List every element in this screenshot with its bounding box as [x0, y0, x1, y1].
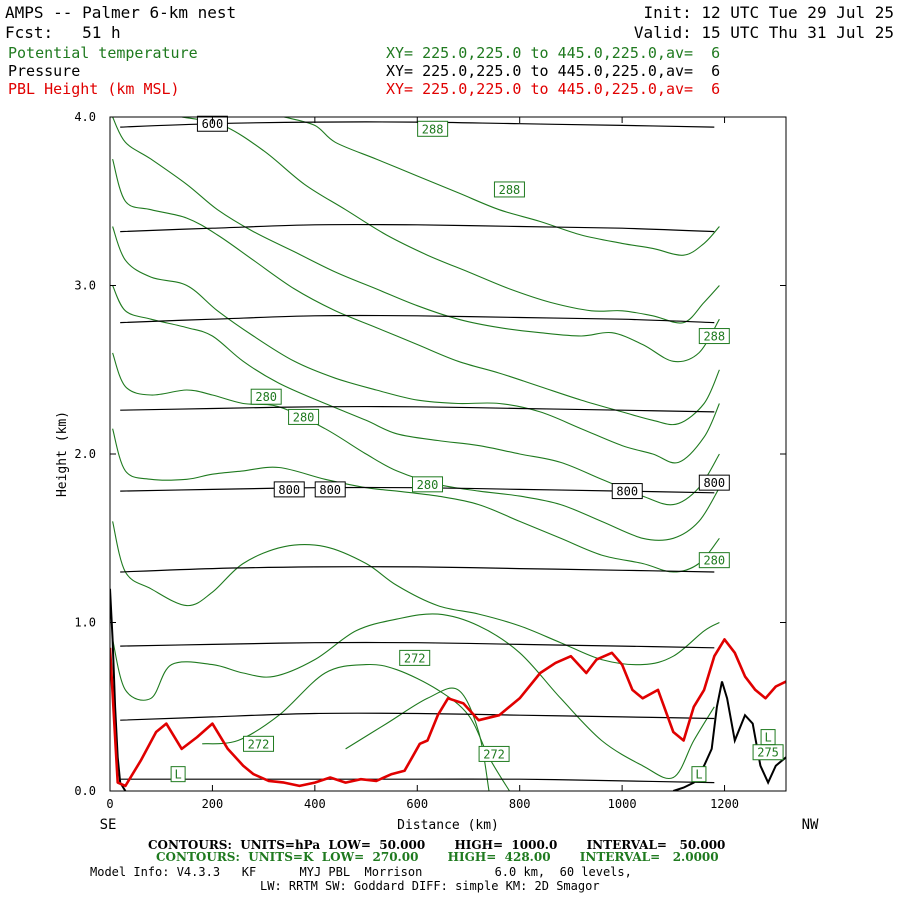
direction-se-label: SE — [100, 817, 117, 833]
theta-label-5: 280 — [417, 478, 439, 492]
theta-label-1-box — [493, 181, 525, 198]
y-axis-label: Height (km) — [55, 411, 70, 497]
footer-model-info: Model Info: V4.3.3 KF MYJ PBL Morrison 6… — [90, 865, 632, 879]
pressure-label-2: 800 — [319, 483, 341, 497]
theta-label-4: 280 — [293, 410, 315, 424]
theta-label-0: 288 — [422, 122, 444, 136]
y-tick-label-0: 0.0 — [74, 784, 96, 798]
pressure-contour-800 — [120, 566, 715, 573]
y-tick-label-2: 2.0 — [74, 447, 96, 461]
theta-label-0-box — [417, 120, 449, 137]
pressure-label-3-box — [611, 483, 643, 500]
init-time: Init: 12 UTC Tue 29 Jul 25 — [643, 3, 894, 22]
theta-label-8-box — [243, 735, 275, 752]
theta-label-3: 280 — [255, 390, 277, 404]
field-theta-xy: XY= 225.0,225.0 to 445.0,225.0,av= 6 — [386, 44, 721, 62]
pbl-height-line — [110, 638, 786, 788]
theta-contour-3 — [112, 352, 720, 541]
theta-contour-9 — [283, 117, 720, 256]
theta-label-2-box — [698, 328, 730, 345]
theta-label-6-box — [698, 552, 730, 569]
pressure-label-4-box — [698, 474, 730, 491]
x-tick-label-0: 0 — [106, 797, 113, 811]
chart-title: AMPS -- Palmer 6-km nest — [5, 3, 237, 22]
contour-labels: 600 800 800 800 800 288 288 288 280 280 280 280 272 2… — [170, 115, 784, 783]
pressure-contour-900 — [120, 712, 715, 721]
theta-contour-10 — [202, 663, 510, 791]
pressure-label-0: 600 — [202, 117, 224, 131]
x-tick-label-6: 1200 — [710, 797, 739, 811]
theta-label-5-box — [412, 476, 444, 493]
footer-pressure-contours: CONTOURS: UNITS=hPa LOW= 50.000 HIGH= 10… — [148, 838, 726, 852]
theta-contour-6 — [112, 158, 720, 426]
pressure-label-0-box — [196, 115, 228, 132]
theta-contour-1 — [112, 521, 720, 666]
theta-label-7-box — [399, 649, 431, 666]
x-tick-label-4: 800 — [509, 797, 531, 811]
x-tick-label-5: 1000 — [608, 797, 637, 811]
theta-contour-11 — [345, 687, 490, 791]
low-label-2: L — [764, 731, 771, 745]
axes: 0 200 400 600 800 1000 1200 0.0 1.0 2.0 3.0 4.0 Dist… — [55, 110, 819, 833]
pressure-label-2-box — [314, 481, 346, 498]
x-tick-label-1: 200 — [202, 797, 224, 811]
plot-frame — [109, 116, 787, 792]
x-axis-label: Distance (km) — [397, 818, 499, 833]
pressure-label-1-box — [273, 481, 305, 498]
valid-time: Valid: 15 UTC Thu 31 Jul 25 — [633, 23, 894, 42]
low-label-2-box — [760, 729, 776, 746]
theta-contour-2 — [112, 428, 720, 573]
field-pbl-name: PBL Height (km MSL) — [8, 80, 180, 98]
field-pressure-name: Pressure — [8, 62, 81, 80]
theta-contours — [112, 117, 720, 791]
y-tick-label-3: 3.0 — [74, 279, 96, 293]
footer-theta-contours: CONTOURS: UNITS=K LOW= 270.00 HIGH= 428.… — [156, 850, 719, 864]
theta-contour-5 — [112, 226, 720, 464]
theta-label-6: 280 — [703, 554, 725, 568]
pressure-contour-600 — [120, 223, 715, 233]
field-pressure-xy: XY= 225.0,225.0 to 445.0,225.0,av= 6 — [386, 62, 721, 80]
theta-contour-8 — [181, 117, 720, 324]
theta-contour-7 — [112, 117, 720, 363]
y-tick-label-4: 4.0 — [74, 110, 96, 124]
theta-label-9-box — [478, 745, 510, 762]
pressure-contours — [120, 121, 715, 784]
pressure-contour-850 — [120, 641, 715, 649]
footer-physics-info: LW: RRTM SW: Goddard DIFF: simple KM: 2D… — [260, 879, 600, 893]
theta-label-3-box — [250, 388, 282, 405]
pressure-contour-950 — [120, 778, 715, 784]
direction-nw-label: NW — [802, 817, 819, 833]
y-tick-label-1: 1.0 — [74, 616, 96, 630]
low-label-0-box — [170, 766, 186, 783]
theta-label-2: 288 — [703, 330, 725, 344]
pressure-label-3: 800 — [616, 485, 638, 499]
theta-label-10: 275 — [757, 746, 779, 760]
pressure-contour-700 — [120, 405, 715, 413]
theta-label-1: 288 — [499, 183, 521, 197]
x-tick-label-3: 600 — [406, 797, 428, 811]
pressure-label-4: 800 — [703, 476, 725, 490]
low-label-0: L — [174, 768, 181, 782]
theta-label-7: 272 — [404, 651, 426, 665]
theta-label-8: 272 — [248, 737, 270, 751]
theta-label-4-box — [288, 408, 320, 425]
pressure-label-1: 800 — [278, 483, 300, 497]
forecast-hour: Fcst: 51 h — [5, 23, 121, 42]
pressure-contour-650 — [120, 314, 715, 324]
low-label-1-box — [691, 766, 707, 783]
field-theta-name: Potential temperature — [8, 44, 198, 62]
theta-contour-0 — [112, 613, 715, 780]
theta-contour-4 — [112, 285, 720, 506]
field-pbl-xy: XY= 225.0,225.0 to 445.0,225.0,av= 6 — [386, 80, 721, 98]
pbl-height — [110, 638, 786, 788]
low-label-1: L — [695, 768, 702, 782]
theta-label-9: 272 — [483, 747, 505, 761]
x-tick-label-2: 400 — [304, 797, 326, 811]
